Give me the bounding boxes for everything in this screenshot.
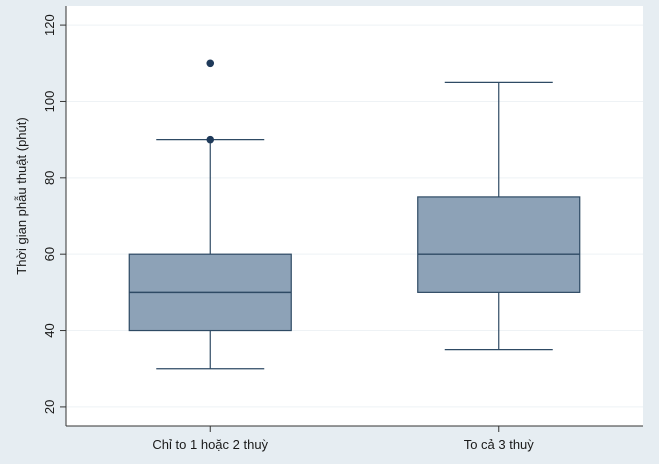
boxes: Chỉ to 1 hoặc 2 thuỳ To cả 3 thuỳ [128, 59, 581, 452]
x-tick-label: Chỉ to 1 hoặc 2 thuỳ [152, 437, 268, 452]
y-tick-label: 80 [42, 171, 57, 185]
outlier-point [206, 135, 215, 144]
box-group: Chỉ to 1 hoặc 2 thuỳ [128, 59, 292, 452]
outlier-point [206, 59, 215, 68]
y-tick-label: 20 [42, 400, 57, 414]
y-axis-label: Thời gian phẫu thuật (phút) [14, 117, 29, 274]
y-tick-label: 120 [42, 14, 57, 36]
axes: 20 40 60 80 100 120 [42, 6, 643, 427]
box-group: To cả 3 thuỳ [417, 81, 581, 452]
box-iqr [417, 196, 581, 293]
y-tick-label: 60 [42, 247, 57, 261]
y-tick-label: 100 [42, 91, 57, 113]
x-tick-label: To cả 3 thuỳ [464, 437, 535, 452]
y-tick-label: 40 [42, 323, 57, 337]
